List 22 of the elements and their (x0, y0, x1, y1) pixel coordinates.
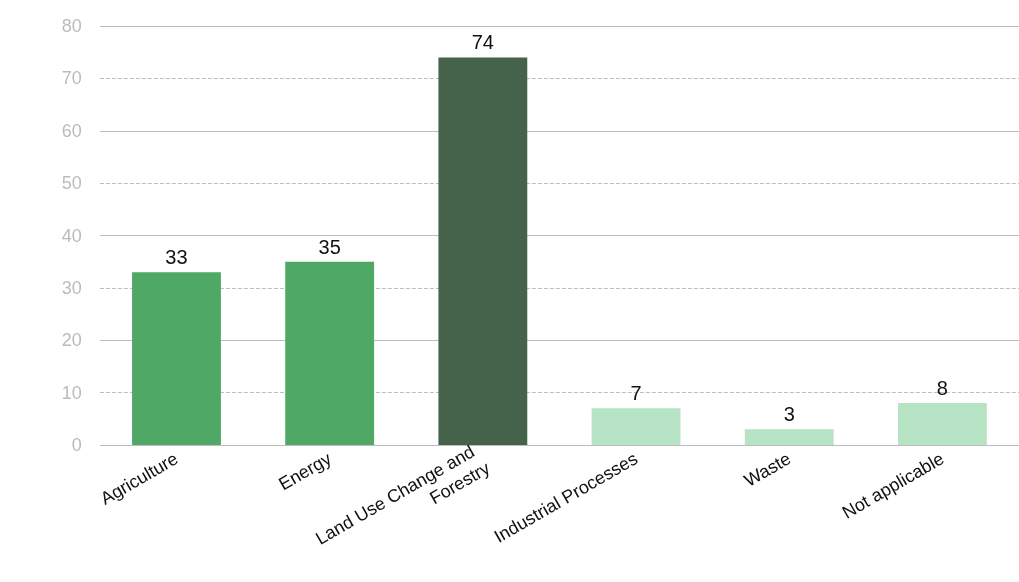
y-tick-label: 80 (61, 16, 82, 36)
bar (744, 429, 834, 445)
y-tick-label: 40 (61, 225, 82, 246)
y-tick-label: 30 (61, 277, 82, 298)
y-tick-label: 70 (61, 68, 82, 89)
y-tick-label: 50 (61, 173, 82, 194)
y-tick-label: 10 (61, 382, 82, 403)
data-label: 3 (783, 403, 795, 426)
bar (285, 261, 375, 445)
bar (897, 403, 987, 445)
y-tick-label: 0 (71, 435, 82, 455)
y-tick-label: 60 (61, 120, 82, 141)
data-label: 74 (471, 31, 494, 54)
x-tick-label: Waste (740, 448, 795, 491)
data-label: 35 (318, 235, 341, 258)
data-label: 7 (630, 382, 642, 405)
bar (591, 408, 681, 445)
bar (132, 272, 221, 445)
bar (438, 57, 528, 445)
data-label: 33 (165, 246, 188, 269)
y-tick-label: 20 (61, 330, 82, 351)
data-label: 8 (936, 377, 948, 400)
